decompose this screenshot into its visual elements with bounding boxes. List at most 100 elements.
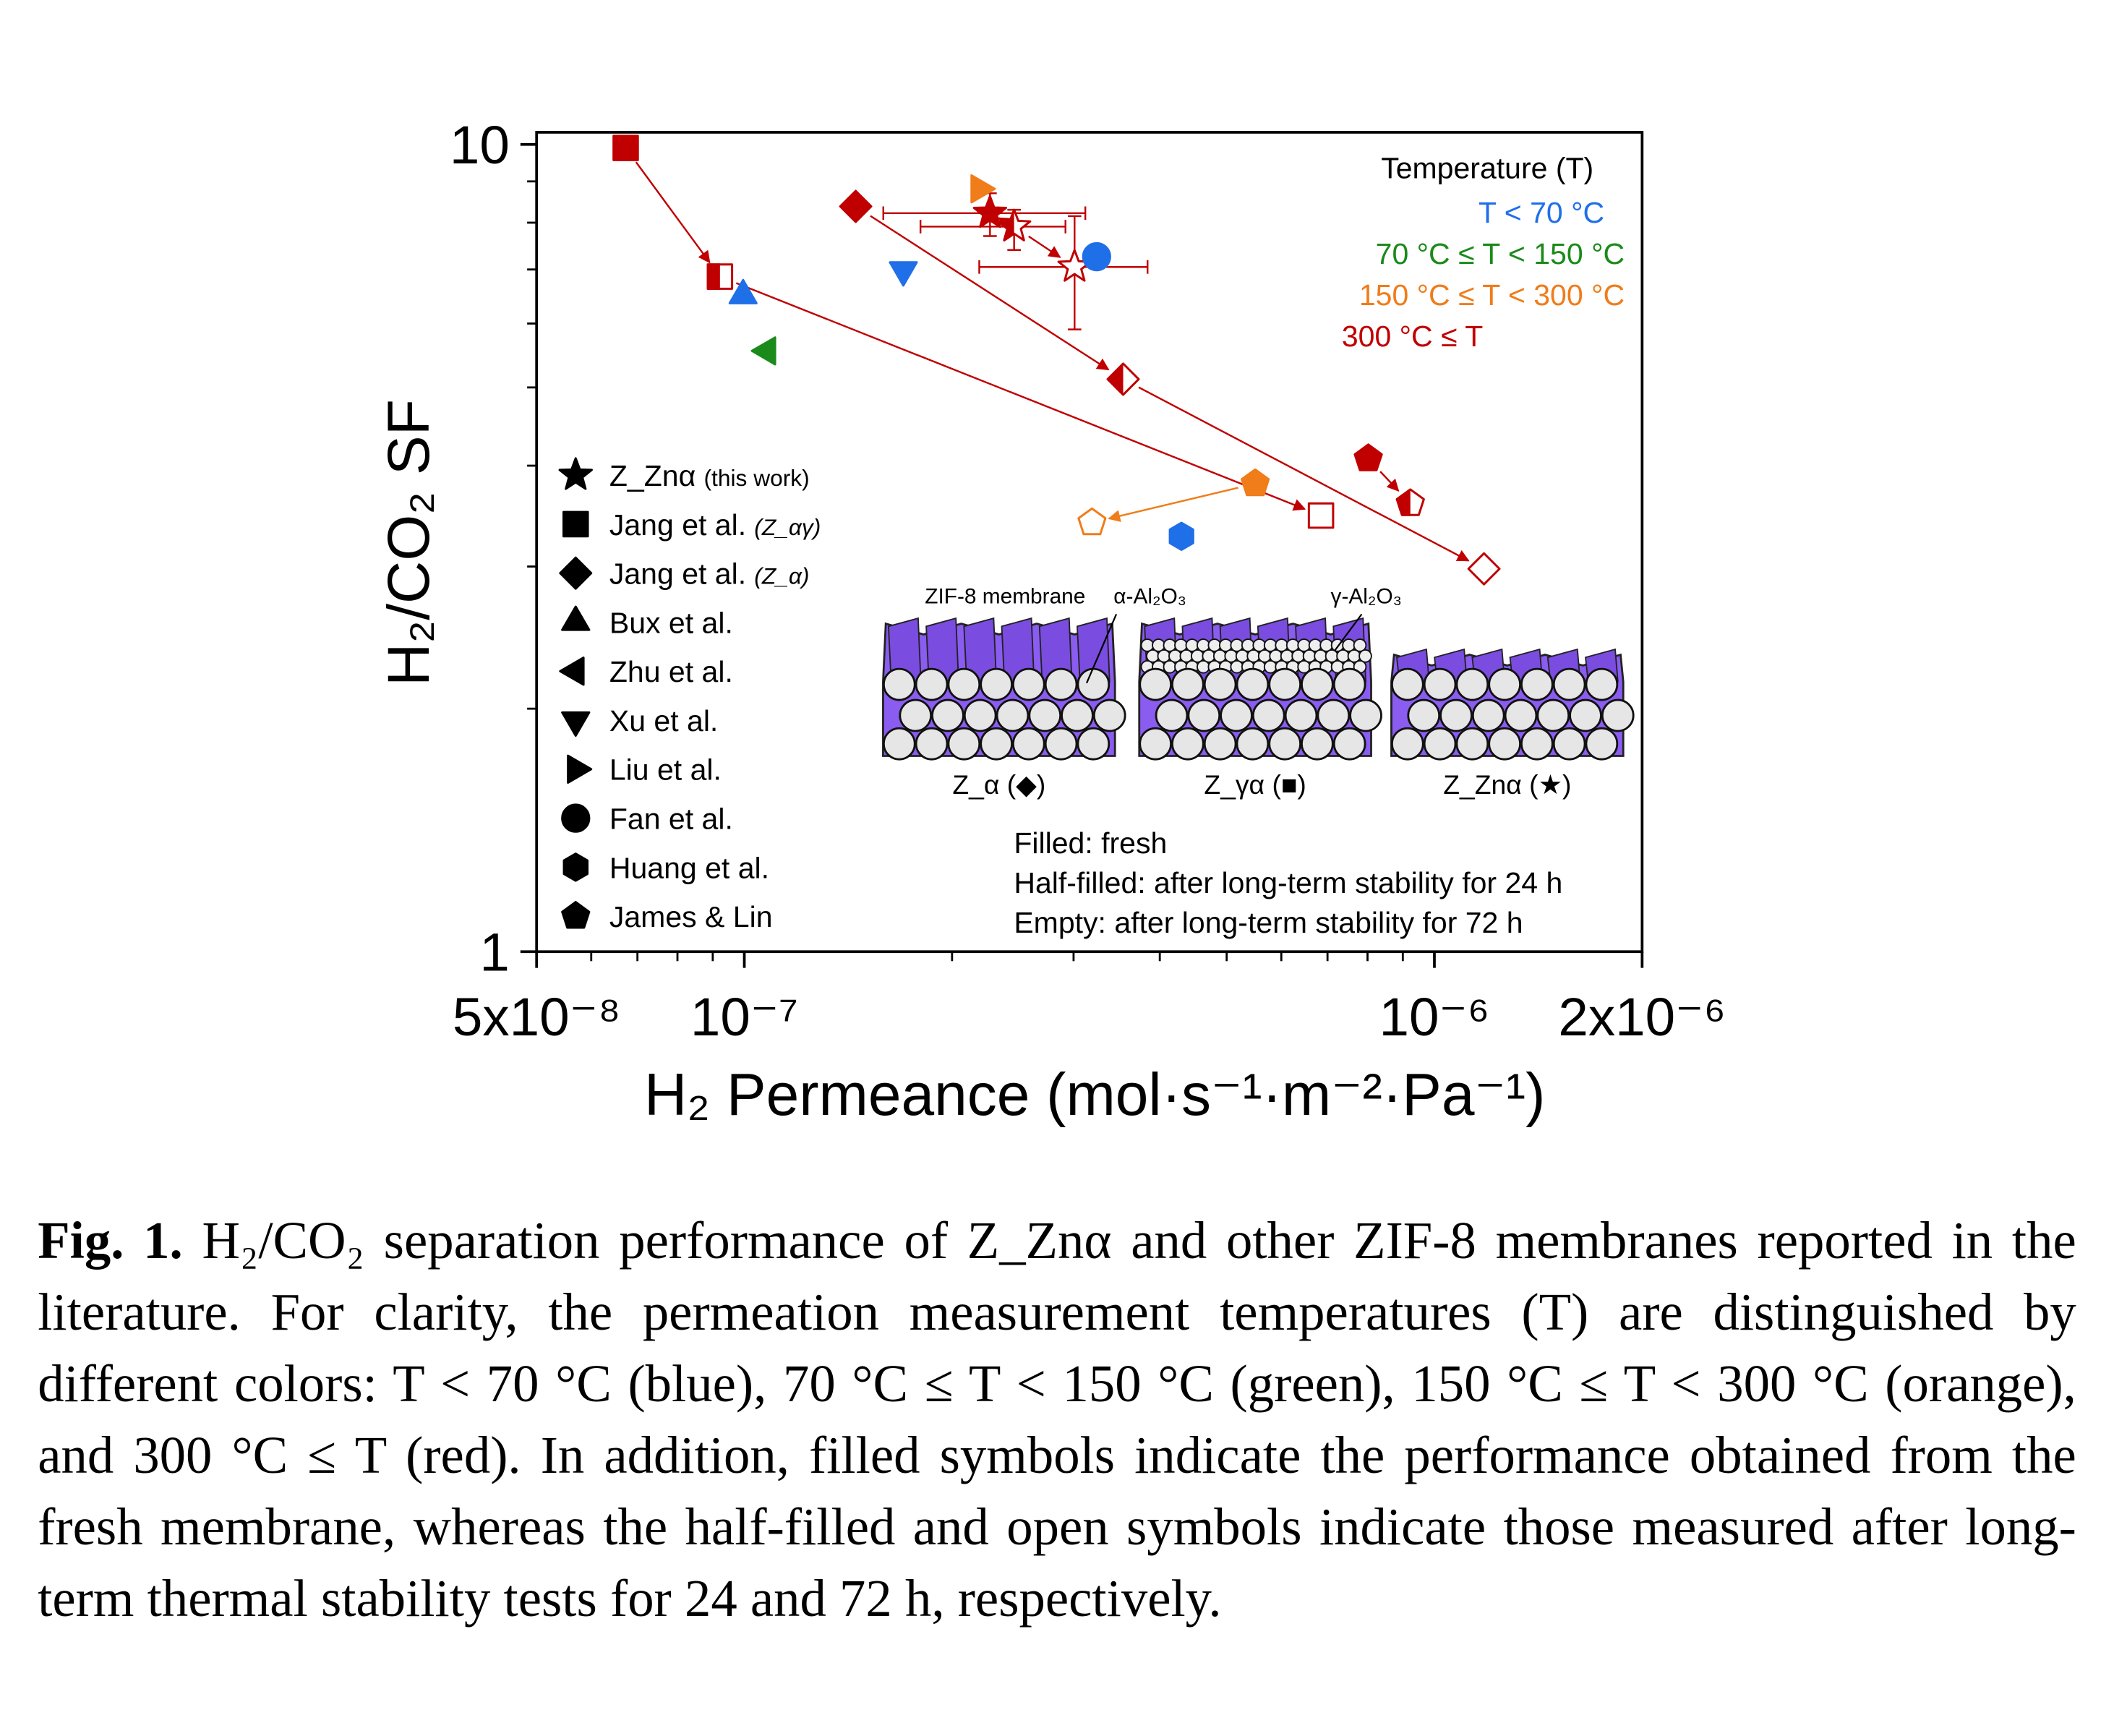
legend-name: Zhu et al. bbox=[609, 655, 733, 688]
alumina-particle bbox=[1423, 667, 1457, 701]
caption-label: Fig. 1. bbox=[38, 1212, 183, 1270]
alumina-particle bbox=[1268, 667, 1301, 701]
alumina-particle bbox=[1301, 727, 1334, 761]
alumina-particle bbox=[1488, 727, 1521, 761]
marker bbox=[997, 208, 1032, 241]
alumina-particle bbox=[1092, 698, 1126, 732]
marker bbox=[750, 336, 776, 366]
marker bbox=[706, 263, 734, 290]
alumina-particle bbox=[1391, 667, 1424, 701]
alumina-particle bbox=[1011, 667, 1045, 701]
plot-frame bbox=[535, 131, 1644, 954]
caption: Fig. 1. H₂/CO₂ separation performance of… bbox=[38, 1205, 2076, 1635]
marker bbox=[970, 174, 996, 204]
alumina-particle bbox=[1569, 698, 1602, 732]
alumina-particle bbox=[1455, 667, 1489, 701]
arrow bbox=[870, 215, 1110, 371]
inset-label: α-Al₂O₃ bbox=[1113, 585, 1186, 609]
alumina-particle bbox=[1203, 727, 1237, 761]
alumina-particle bbox=[882, 727, 916, 761]
alumina-particle bbox=[1236, 727, 1270, 761]
x-tick-label: 5x10⁻⁸ bbox=[453, 986, 621, 1047]
alumina-particle bbox=[1077, 667, 1111, 701]
inset-label: γ-Al₂O₃ bbox=[1331, 585, 1402, 609]
marker bbox=[1353, 443, 1383, 471]
legend-label: Bux et al. bbox=[609, 606, 733, 639]
alumina-particle bbox=[1011, 727, 1045, 761]
alumina-particle bbox=[1407, 698, 1441, 732]
legend-name: James & Lin bbox=[609, 900, 773, 933]
marker bbox=[1106, 362, 1140, 396]
legend-label: Jang et al. (Z_α) bbox=[609, 557, 810, 591]
legend-note: (this work) bbox=[704, 465, 810, 491]
alumina-particle bbox=[882, 667, 916, 701]
inset-panel-label: Z_Znα (★) bbox=[1443, 769, 1571, 800]
legend-name: Z_Znα bbox=[609, 459, 696, 492]
legend-label: Xu et al. bbox=[609, 704, 718, 737]
x-tick-label: 10⁻⁶ bbox=[1379, 986, 1489, 1047]
alumina-particle bbox=[1520, 727, 1554, 761]
legend-label: Huang et al. bbox=[609, 851, 769, 884]
alumina-particle bbox=[963, 698, 997, 732]
annotation: Filled: fresh bbox=[1014, 826, 1167, 860]
arrow bbox=[1138, 386, 1470, 562]
gamma-particle bbox=[1163, 659, 1177, 674]
marker bbox=[1467, 552, 1501, 586]
arrow bbox=[635, 161, 711, 264]
alumina-particle bbox=[1187, 698, 1221, 732]
chart: H₂/CO₂ SF H₂ Permeance (mol·s⁻¹·m⁻²·Pa⁻¹… bbox=[376, 114, 1726, 1128]
plot-area bbox=[612, 134, 1501, 586]
legend-marker bbox=[559, 657, 585, 686]
x-tick-label: 10⁻⁷ bbox=[690, 986, 798, 1047]
legend-marker bbox=[559, 556, 593, 590]
alumina-particle bbox=[996, 698, 1030, 732]
alumina-particle bbox=[1028, 698, 1062, 732]
alumina-particle bbox=[1220, 698, 1253, 732]
legend-label: Z_Znα (this work) bbox=[609, 459, 810, 492]
alumina-particle bbox=[1552, 667, 1586, 701]
marker bbox=[1307, 502, 1335, 529]
legend-name: Jang et al. bbox=[609, 508, 746, 542]
inset-pointer bbox=[1334, 613, 1363, 651]
alumina-particle bbox=[1236, 667, 1270, 701]
legend-marker bbox=[567, 754, 593, 784]
legend-marker bbox=[561, 803, 591, 833]
arrow bbox=[1028, 235, 1061, 258]
alumina-particle bbox=[1155, 698, 1189, 732]
alumina-particle bbox=[1439, 698, 1473, 732]
x-tick-label: 2x10⁻⁶ bbox=[1558, 986, 1726, 1047]
legend-marker bbox=[558, 457, 593, 490]
legend-marker bbox=[562, 852, 589, 882]
alumina-particle bbox=[1251, 698, 1285, 732]
legend-note: (Z_αγ) bbox=[754, 514, 821, 540]
legend-label: Zhu et al. bbox=[609, 655, 733, 688]
legend-marker bbox=[561, 711, 591, 737]
alumina-particle bbox=[1203, 667, 1237, 701]
alumina-particle bbox=[1488, 667, 1521, 701]
alumina-particle bbox=[1552, 727, 1586, 761]
marker bbox=[972, 194, 1008, 228]
alumina-particle bbox=[1268, 727, 1301, 761]
alumina-particle bbox=[915, 727, 949, 761]
alumina-particle bbox=[1139, 727, 1172, 761]
legend-name: Huang et al. bbox=[609, 851, 769, 884]
alumina-particle bbox=[980, 667, 1013, 701]
alumina-particle bbox=[1471, 698, 1505, 732]
marker bbox=[1077, 507, 1107, 536]
marker bbox=[1168, 521, 1194, 551]
color-legend-label: 300 °C ≤ T bbox=[1342, 320, 1483, 353]
alumina-particle bbox=[1504, 698, 1538, 732]
arrow bbox=[1379, 471, 1400, 492]
legend-name: Liu et al. bbox=[609, 753, 722, 787]
alumina-particle bbox=[1044, 667, 1078, 701]
alumina-particle bbox=[1284, 698, 1318, 732]
inset: Z_α (◆) Z_γα (■) Z_Znα (★) ZIF-8 membrane α-… bbox=[882, 585, 1635, 800]
marker bbox=[1082, 241, 1111, 272]
x-error-bar bbox=[919, 220, 1066, 234]
legend-name: Jang et al. bbox=[609, 557, 746, 591]
alumina-particle bbox=[1171, 667, 1204, 701]
marker bbox=[612, 134, 639, 161]
legend-label: Fan et al. bbox=[609, 803, 733, 836]
